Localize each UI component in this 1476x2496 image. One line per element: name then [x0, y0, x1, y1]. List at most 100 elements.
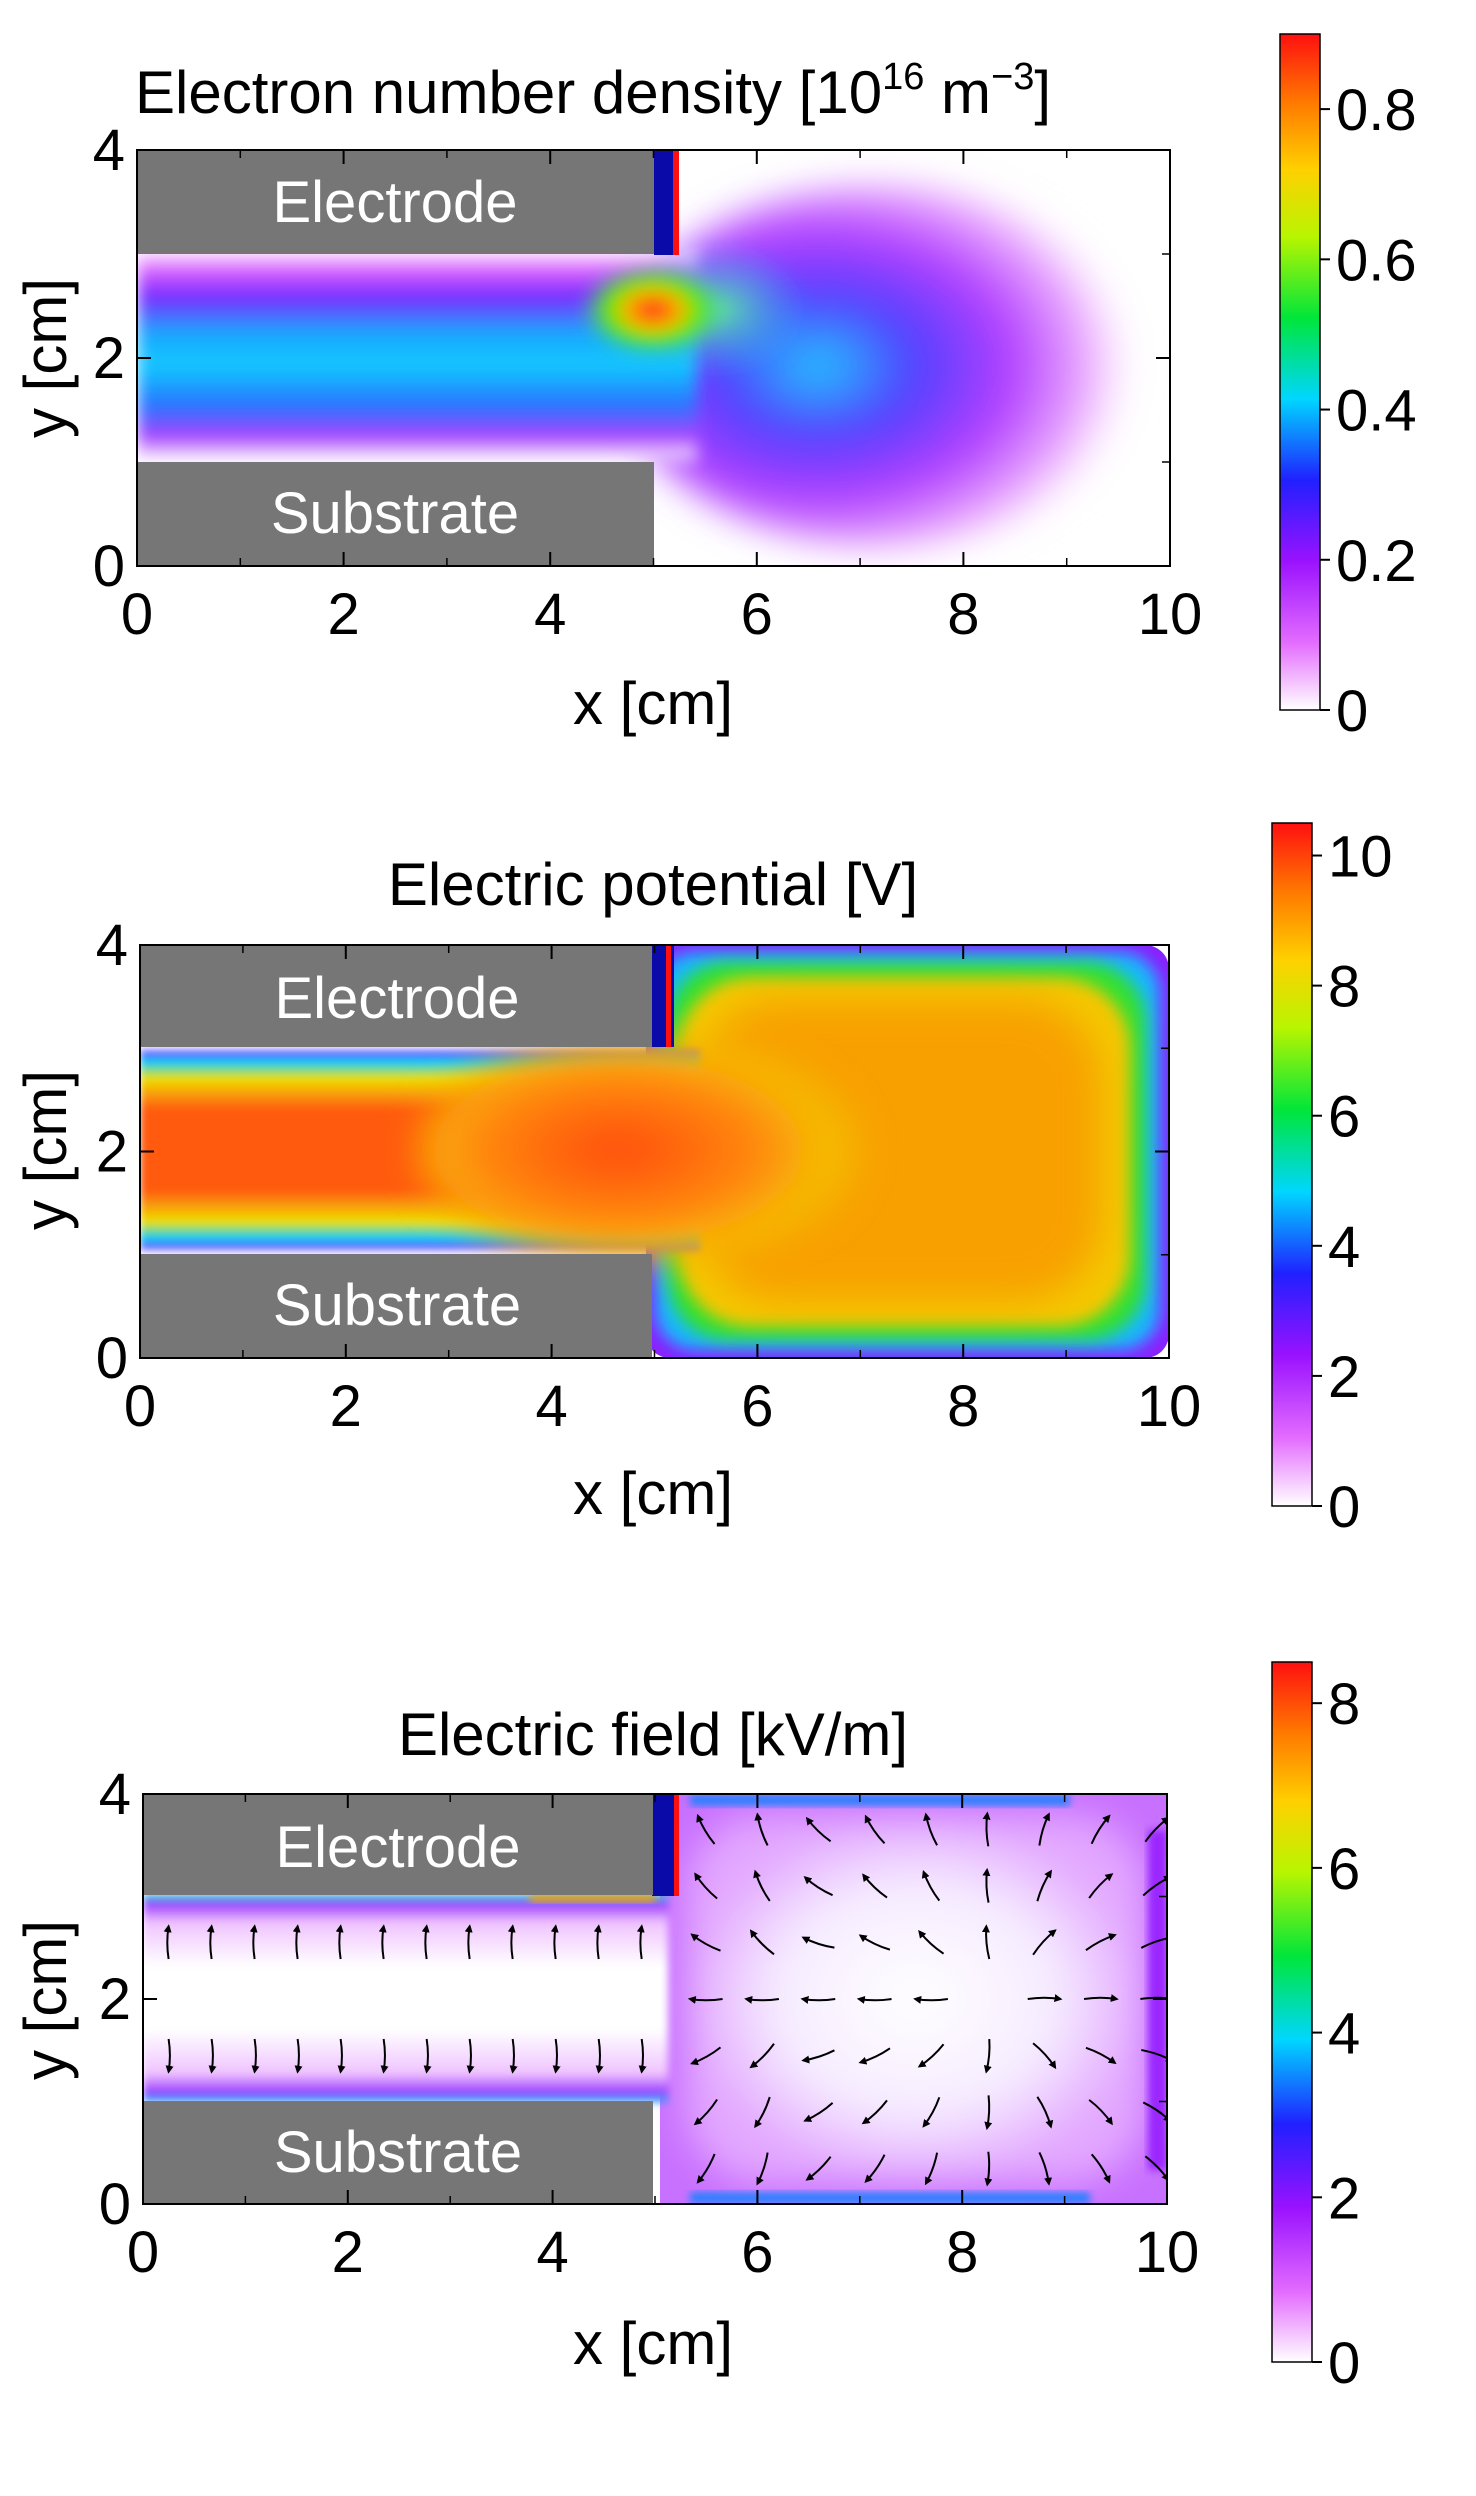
y-tick-label: 0	[93, 534, 125, 599]
panel2-colorbar-ticks: 0 2 4 6 8 10	[1312, 825, 1393, 1540]
y-tick-label: 4	[96, 913, 128, 978]
field-arrow	[923, 1812, 938, 1846]
field-arrow	[1038, 2151, 1053, 2186]
field-arrow	[981, 1924, 991, 1960]
field-arrow	[754, 2096, 771, 2129]
field-arrow	[694, 1872, 718, 1900]
field-arrow	[805, 1816, 832, 1843]
y-tick-label: 2	[93, 326, 125, 391]
field-arrow	[1142, 2101, 1167, 2123]
colorbar-tick-label: 4	[1328, 2002, 1360, 2067]
panel3-colorbar-ticks: 0 2 4 6 8	[1312, 1672, 1360, 2396]
panel1-heatmap	[137, 150, 1170, 566]
panel2-ylabel: y [cm]	[12, 1070, 79, 1230]
field-arrow	[636, 1924, 645, 1960]
y-tick-label: 2	[96, 1120, 128, 1185]
field-arrow	[507, 1924, 516, 1960]
field-arrow	[1036, 1869, 1053, 1902]
field-arrow	[294, 2038, 303, 2074]
y-tick-label: 4	[99, 1762, 131, 1827]
colorbar-tick-label: 8	[1328, 1672, 1360, 1737]
field-arrow	[690, 1933, 721, 1952]
x-tick-label: 8	[947, 1374, 979, 1439]
y-tick-label: 4	[93, 118, 125, 183]
field-arrow	[1036, 2096, 1054, 2129]
field-arrow	[423, 2038, 432, 2074]
colorbar-tick-label: 10	[1328, 825, 1393, 890]
x-tick-label: 8	[947, 582, 979, 647]
field-arrow	[638, 2038, 647, 2074]
x-tick-label: 6	[741, 2220, 773, 2285]
x-tick-label: 2	[330, 1374, 362, 1439]
field-arrow	[749, 2043, 775, 2069]
field-arrow	[687, 1995, 723, 2004]
y-tick-label: 0	[96, 1326, 128, 1391]
panel3-xlabel: x [cm]	[573, 2310, 733, 2377]
panel1-x-tick-labels: 0 2 4 6 8 10	[121, 150, 1202, 647]
colorbar-tick-label: 0.8	[1336, 78, 1417, 143]
field-arrow	[208, 2038, 217, 2074]
x-tick-label: 0	[124, 1374, 156, 1439]
field-arrow	[917, 2043, 945, 2068]
field-arrow	[1085, 1933, 1117, 1952]
x-tick-label: 10	[1137, 1374, 1202, 1439]
x-tick-label: 6	[741, 1374, 773, 1439]
colorbar-tick-label: 8	[1328, 955, 1360, 1020]
field-arrow	[550, 1924, 559, 1960]
y-tick-label: 0	[99, 2172, 131, 2237]
x-tick-label: 4	[535, 1374, 567, 1439]
field-arrow	[696, 1813, 716, 1845]
panel3-title: Electric field [kV/m]	[398, 1701, 908, 1768]
field-arrow	[206, 1924, 215, 1960]
field-arrow	[464, 1924, 473, 1960]
field-arrow	[163, 1924, 172, 1960]
panel3-field-arrows	[163, 1811, 1167, 2187]
field-arrow	[696, 2153, 716, 2184]
field-arrow	[595, 2038, 604, 2074]
field-arrow	[693, 2098, 718, 2126]
field-arrow	[292, 1924, 301, 1960]
field-arrow	[1088, 2099, 1113, 2126]
field-arrow	[921, 1869, 941, 1902]
panel3-heatmap	[143, 1794, 1167, 2204]
field-arrow	[801, 2049, 835, 2064]
field-arrow	[753, 1869, 771, 1902]
field-arrow	[805, 2156, 832, 2181]
x-tick-label: 2	[327, 582, 359, 647]
field-arrow	[984, 2151, 993, 2187]
colorbar-tick-label: 0.2	[1336, 529, 1417, 594]
x-tick-label: 8	[946, 2220, 978, 2285]
panel2-electrode-label: Electrode	[274, 966, 519, 1031]
field-arrow	[861, 2099, 888, 2125]
field-arrow	[249, 1924, 258, 1960]
field-arrow	[251, 2038, 260, 2074]
field-arrow	[335, 1924, 344, 1960]
field-arrow	[1038, 1812, 1050, 1846]
field-arrow	[1141, 2049, 1167, 2062]
panel3-colorbar	[1271, 1661, 1313, 2363]
panel1-y-tick-labels: 0 2 4	[93, 118, 1170, 599]
x-tick-label: 4	[534, 582, 566, 647]
x-tick-label: 0	[127, 2220, 159, 2285]
field-arrow	[801, 1936, 835, 1949]
field-arrow	[593, 1924, 602, 1960]
x-tick-label: 10	[1135, 2220, 1200, 2285]
field-arrow	[380, 2038, 389, 2074]
panel1-substrate-label: Substrate	[271, 481, 519, 546]
colorbar-tick-label: 0	[1328, 1475, 1360, 1540]
panel1-colorbar	[1279, 33, 1321, 711]
panel3-y-tick-labels: 0 2 4	[99, 1762, 1167, 2237]
x-tick-label: 0	[121, 582, 153, 647]
panel1-xlabel: x [cm]	[573, 670, 733, 737]
field-arrow	[922, 2097, 941, 2128]
field-arrow	[803, 2102, 834, 2122]
panel2-xlabel: x [cm]	[573, 1460, 733, 1527]
field-arrow	[982, 1867, 991, 1903]
panel1-colorbar-ticks: 0 0.2 0.4 0.6 0.8	[1320, 78, 1417, 744]
field-arrow	[864, 1814, 886, 1845]
x-tick-label: 4	[536, 2220, 568, 2285]
colorbar-tick-label: 0	[1336, 679, 1368, 744]
field-arrow	[744, 1995, 780, 2004]
colorbar-tick-label: 4	[1328, 1215, 1360, 1280]
